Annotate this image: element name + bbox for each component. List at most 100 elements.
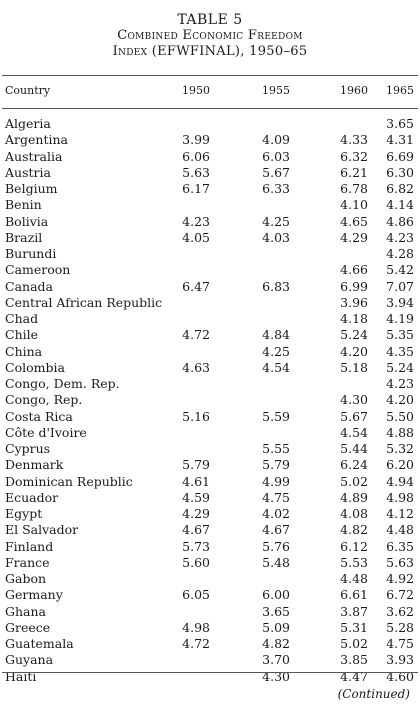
value-1950: 4.61 xyxy=(182,473,210,489)
value-1955: 4.82 xyxy=(262,636,290,651)
country-cell: Brazil xyxy=(5,229,43,245)
header-1965: 1965 xyxy=(386,84,414,97)
value-1955: 4.99 xyxy=(262,473,290,489)
country-cell: Haiti xyxy=(5,668,37,684)
header-1960: 1960 xyxy=(340,84,368,97)
table-number: TABLE 5 xyxy=(177,12,243,28)
table-row: Ecuador 4.59 4.75 4.89 4.98 xyxy=(0,490,420,506)
value-1950: 3.99 xyxy=(182,132,210,148)
top-rule xyxy=(2,75,418,76)
value-1955: 5.55 xyxy=(262,441,290,456)
value-1950: 4.72 xyxy=(182,327,210,343)
country-cell: Central African Republic xyxy=(5,294,163,310)
country-cell: Colombia xyxy=(5,359,65,375)
value-1950: 4.23 xyxy=(182,213,210,229)
value-1965: 4.28 xyxy=(386,246,414,261)
value-1950: 4.63 xyxy=(182,359,210,375)
value-1950: 4.67 xyxy=(182,522,210,538)
table-row: Haiti 4.30 4.47 4.60 xyxy=(0,669,420,685)
table-row: France 5.60 5.48 5.53 5.63 xyxy=(0,555,420,571)
value-1965: 5.28 xyxy=(386,619,414,635)
value-1955: 4.67 xyxy=(262,522,290,538)
table-row: Greece 4.98 5.09 5.31 5.28 xyxy=(0,620,420,636)
table-row: Gabon 4.48 4.92 xyxy=(0,571,420,587)
value-1950: 5.60 xyxy=(182,554,210,570)
value-1960: 4.18 xyxy=(340,311,368,326)
value-1955: 6.83 xyxy=(262,278,290,294)
value-1965: 5.50 xyxy=(386,408,414,424)
value-1965: 6.35 xyxy=(386,538,414,554)
value-1965: 4.92 xyxy=(386,571,414,586)
table-row: Chile 4.72 4.84 5.24 5.35 xyxy=(0,327,420,343)
header-rule xyxy=(2,108,418,109)
value-1955: 3.70 xyxy=(262,652,290,668)
country-cell: Dominican Republic xyxy=(5,473,133,489)
value-1965: 4.86 xyxy=(386,213,414,229)
country-cell: Argentina xyxy=(5,132,68,148)
value-1965: 4.35 xyxy=(386,343,414,359)
table-row: Ghana 3.65 3.87 3.62 xyxy=(0,604,420,620)
value-1960: 6.24 xyxy=(340,457,368,473)
value-1955: 5.79 xyxy=(262,457,290,473)
table-row: Germany 6.05 6.00 6.61 6.72 xyxy=(0,587,420,603)
value-1965: 6.69 xyxy=(386,148,414,164)
country-cell: Germany xyxy=(5,587,63,603)
value-1950: 6.17 xyxy=(182,181,210,196)
country-cell: Greece xyxy=(5,619,51,635)
table-row: Austria 5.63 5.67 6.21 6.30 xyxy=(0,165,420,181)
value-1950: 4.05 xyxy=(182,229,210,245)
table-title-block: TABLE 5 Combined Economic Freedom Index … xyxy=(0,12,420,60)
value-1955: 6.33 xyxy=(262,181,290,196)
table-row: Finland 5.73 5.76 6.12 6.35 xyxy=(0,539,420,555)
header-country: Country xyxy=(5,84,51,97)
value-1960: 4.20 xyxy=(340,343,368,359)
country-cell: Ghana xyxy=(5,603,46,619)
value-1960: 4.89 xyxy=(340,489,368,505)
continued-label: (Continued) xyxy=(337,687,410,701)
table-row: Argentina 3.99 4.09 4.33 4.31 xyxy=(0,132,420,148)
value-1955: 5.76 xyxy=(262,538,290,554)
value-1965: 5.42 xyxy=(386,262,414,278)
value-1965: 3.65 xyxy=(386,116,414,131)
value-1960: 5.53 xyxy=(340,554,368,570)
value-1960: 3.85 xyxy=(340,652,368,668)
value-1960: 4.10 xyxy=(340,197,368,213)
value-1960: 5.67 xyxy=(340,408,368,424)
header-1950: 1950 xyxy=(182,84,210,97)
value-1960: 6.99 xyxy=(340,278,368,294)
value-1960: 6.61 xyxy=(340,587,368,603)
table-row: Egypt 4.29 4.02 4.08 4.12 xyxy=(0,506,420,522)
value-1965: 6.20 xyxy=(386,457,414,473)
country-cell: Finland xyxy=(5,538,54,554)
value-1950: 4.98 xyxy=(182,619,210,635)
value-1960: 5.31 xyxy=(340,619,368,635)
value-1965: 4.48 xyxy=(386,522,414,538)
table-row: Côte d'Ivoire 4.54 4.88 xyxy=(0,425,420,441)
value-1960: 3.87 xyxy=(340,603,368,619)
value-1965: 6.72 xyxy=(386,587,414,603)
table-row: Bolivia 4.23 4.25 4.65 4.86 xyxy=(0,214,420,230)
value-1965: 7.07 xyxy=(386,278,414,294)
value-1965: 3.93 xyxy=(386,652,414,668)
value-1955: 4.03 xyxy=(262,229,290,245)
table-title-line-2: Index (EFWFINAL), 1950–65 xyxy=(112,44,308,59)
value-1960: 5.18 xyxy=(340,359,368,375)
value-1965: 4.23 xyxy=(386,376,414,391)
value-1965: 4.20 xyxy=(386,392,414,408)
value-1965: 4.94 xyxy=(386,473,414,489)
value-1960: 5.02 xyxy=(340,636,368,651)
value-1960: 4.65 xyxy=(340,213,368,229)
country-cell: Bolivia xyxy=(5,213,49,229)
table-row: Congo, Dem. Rep. 4.23 xyxy=(0,376,420,392)
table-row: China 4.25 4.20 4.35 xyxy=(0,344,420,360)
value-1965: 5.63 xyxy=(386,554,414,570)
table-row: Brazil 4.05 4.03 4.29 4.23 xyxy=(0,230,420,246)
country-cell: Ecuador xyxy=(5,489,59,505)
table-body: Algeria 3.65 Argentina 3.99 4.09 4.33 4.31 Aust… xyxy=(0,116,420,685)
country-cell: El Salvador xyxy=(5,522,79,538)
value-1965: 4.12 xyxy=(386,506,414,521)
value-1955: 4.25 xyxy=(262,213,290,229)
value-1965: 4.75 xyxy=(386,636,414,651)
country-cell: Canada xyxy=(5,278,53,294)
